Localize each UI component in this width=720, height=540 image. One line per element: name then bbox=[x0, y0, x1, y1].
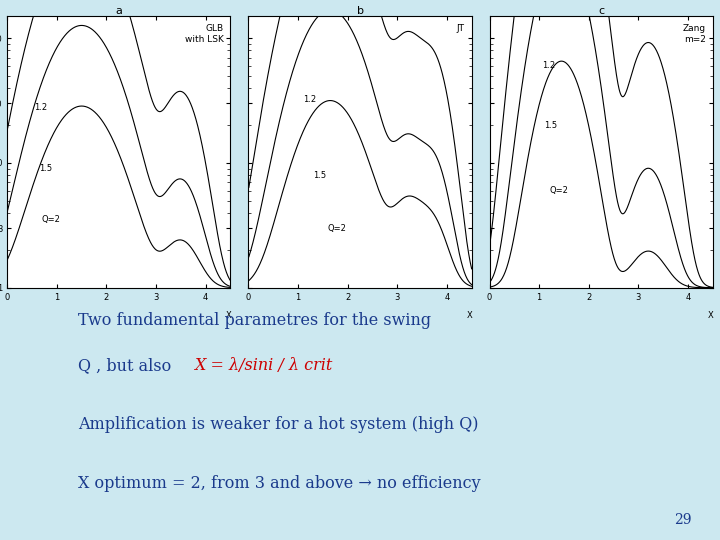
Text: 1.5: 1.5 bbox=[313, 171, 326, 180]
Text: Q=2: Q=2 bbox=[549, 186, 568, 195]
Text: GLB
with LSK: GLB with LSK bbox=[185, 24, 224, 44]
Text: Q , but also: Q , but also bbox=[78, 357, 181, 374]
Text: 1.2: 1.2 bbox=[303, 96, 316, 104]
Text: X: X bbox=[708, 311, 714, 320]
Text: Amplification is weaker for a hot system (high Q): Amplification is weaker for a hot system… bbox=[78, 416, 478, 433]
Text: JT: JT bbox=[457, 24, 465, 33]
Text: X optimum = 2, from 3 and above → no efficiency: X optimum = 2, from 3 and above → no eff… bbox=[78, 475, 480, 492]
Text: Two fundamental parametres for the swing: Two fundamental parametres for the swing bbox=[78, 313, 431, 329]
Text: Q=2: Q=2 bbox=[328, 224, 346, 233]
Text: 29: 29 bbox=[674, 513, 692, 527]
Text: 1.2: 1.2 bbox=[35, 103, 48, 112]
Title: a: a bbox=[115, 6, 122, 16]
Text: 1.2: 1.2 bbox=[541, 62, 554, 70]
Text: X: X bbox=[225, 311, 231, 320]
Title: b: b bbox=[356, 6, 364, 16]
Text: Zang
m=2: Zang m=2 bbox=[683, 24, 706, 44]
Text: X: X bbox=[467, 311, 472, 320]
Text: X = λ/sini / λ crit: X = λ/sini / λ crit bbox=[194, 357, 333, 374]
Text: Q=2: Q=2 bbox=[42, 215, 60, 224]
Title: c: c bbox=[598, 6, 604, 16]
Text: 1.5: 1.5 bbox=[40, 164, 53, 173]
Text: 1.5: 1.5 bbox=[544, 121, 557, 130]
